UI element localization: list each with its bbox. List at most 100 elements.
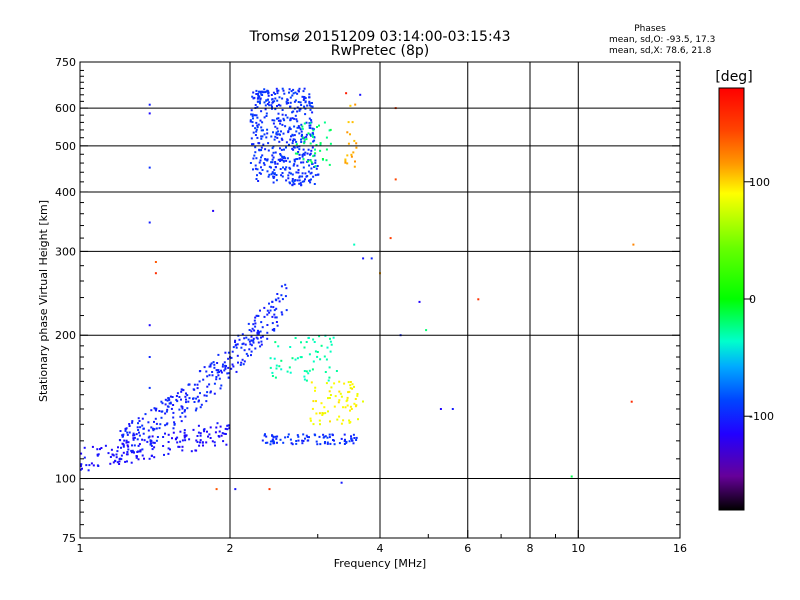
echo-point — [310, 149, 313, 152]
echo-point — [295, 440, 298, 442]
echo-point — [296, 152, 299, 155]
echo-point — [302, 161, 305, 164]
echo-point — [216, 422, 219, 425]
echo-point — [269, 443, 272, 446]
echo-point — [301, 172, 304, 175]
echo-point — [308, 104, 311, 107]
echo-point — [254, 164, 257, 167]
echo-point — [160, 400, 163, 403]
echo-point — [281, 97, 284, 100]
echo-point — [155, 427, 158, 430]
x-tick-label: 16 — [673, 542, 687, 555]
echo-point — [323, 435, 326, 438]
echo-point — [289, 438, 292, 441]
echo-point — [99, 448, 101, 451]
echo-point — [223, 432, 226, 435]
echo-point — [271, 98, 274, 101]
echo-point — [91, 445, 94, 448]
echo-point — [147, 429, 150, 432]
echo-point — [122, 451, 125, 454]
echo-point — [252, 323, 255, 326]
echo-point — [302, 440, 305, 442]
echo-point — [151, 448, 154, 451]
echo-point — [199, 406, 202, 409]
echo-point — [279, 153, 282, 155]
echo-point — [309, 419, 312, 422]
echo-point — [141, 454, 144, 457]
echo-point — [327, 397, 329, 400]
echo-point — [320, 344, 323, 347]
echo-point — [245, 336, 248, 339]
echo-point — [203, 428, 206, 431]
echo-point — [289, 96, 292, 99]
echo-point — [293, 160, 296, 163]
echo-point — [188, 397, 191, 400]
echo-point — [316, 355, 319, 358]
echo-point — [264, 104, 267, 107]
echo-point — [219, 425, 222, 428]
echo-point — [302, 433, 305, 436]
echo-point — [260, 166, 262, 169]
echo-point — [138, 431, 140, 434]
echo-point — [307, 170, 310, 173]
echo-point — [293, 134, 296, 137]
echo-point — [287, 433, 290, 436]
echo-point — [317, 173, 320, 176]
echo-point — [275, 174, 278, 176]
echo-point — [212, 361, 215, 364]
echo-point — [291, 147, 294, 150]
echo-point — [314, 174, 317, 177]
echo-point — [352, 442, 355, 445]
echo-point — [224, 427, 227, 430]
echo-point — [357, 418, 359, 421]
echo-point — [311, 111, 314, 114]
echo-point — [270, 161, 273, 164]
echo-point — [185, 398, 187, 401]
echo-point — [259, 102, 261, 105]
echo-point — [238, 338, 241, 341]
echo-point — [312, 129, 315, 132]
echo-point — [326, 436, 329, 439]
echo-point — [261, 135, 264, 138]
colorbar-gradient — [718, 87, 745, 511]
echo-point — [241, 333, 244, 336]
echo-point — [252, 339, 255, 342]
echo-point — [254, 127, 257, 130]
echo-point — [262, 143, 265, 146]
echo-point — [331, 433, 334, 436]
echo-point — [276, 90, 279, 92]
echo-point — [125, 427, 128, 430]
echo-point — [309, 181, 312, 184]
echo-point — [298, 179, 301, 182]
echo-point — [201, 441, 204, 444]
echo-point — [266, 313, 269, 316]
echo-point — [340, 481, 343, 484]
echo-point — [248, 348, 251, 351]
echo-point — [338, 399, 341, 402]
echo-point — [232, 365, 235, 368]
echo-point — [199, 434, 202, 437]
echo-point — [282, 166, 284, 169]
echo-point — [203, 366, 206, 369]
echo-point — [284, 114, 287, 117]
echo-point — [274, 125, 277, 128]
echo-point — [277, 130, 280, 133]
echo-point — [180, 398, 182, 401]
echo-point — [198, 444, 201, 447]
echo-point — [131, 444, 133, 447]
echo-point — [319, 358, 322, 361]
echo-point — [295, 171, 298, 174]
echo-point — [272, 145, 275, 148]
echo-point — [111, 453, 114, 456]
echo-point — [289, 346, 292, 348]
echo-point — [235, 370, 238, 373]
echo-point — [265, 90, 268, 93]
echo-point — [267, 142, 270, 145]
echo-point — [632, 243, 635, 246]
echo-point — [280, 148, 283, 151]
echo-point — [323, 442, 326, 445]
echo-point — [292, 139, 294, 142]
echo-point — [314, 152, 317, 155]
echo-point — [173, 423, 176, 425]
echo-point — [275, 87, 278, 90]
